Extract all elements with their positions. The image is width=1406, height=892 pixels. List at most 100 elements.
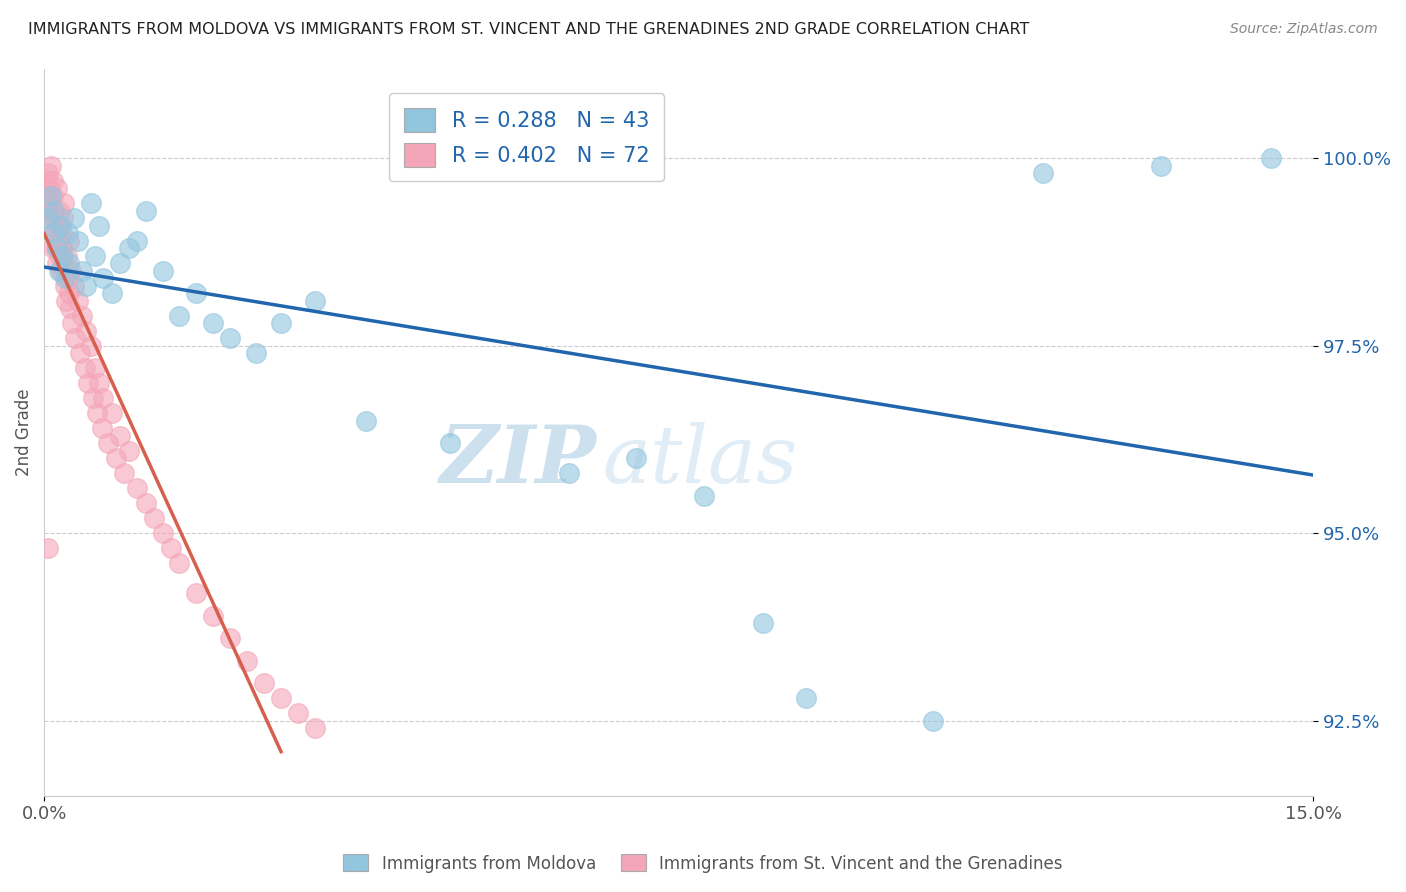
- Point: [48, 264, 70, 278]
- Point: [110, 429, 132, 443]
- Point: [44, 211, 66, 226]
- Point: [439, 436, 461, 450]
- Point: [202, 608, 225, 623]
- Point: [270, 317, 292, 331]
- Point: [160, 541, 183, 556]
- Point: [66, 234, 89, 248]
- Point: [79, 196, 101, 211]
- Point: [186, 586, 208, 600]
- Point: [70, 309, 93, 323]
- Point: [127, 234, 149, 248]
- Point: [60, 317, 83, 331]
- Point: [48, 204, 70, 219]
- Point: [83, 249, 105, 263]
- Point: [53, 271, 76, 285]
- Point: [62, 211, 84, 226]
- Point: [557, 467, 579, 481]
- Point: [91, 271, 114, 285]
- Point: [41, 174, 63, 188]
- Point: [45, 242, 67, 256]
- Point: [245, 346, 267, 360]
- Point: [118, 443, 141, 458]
- Point: [91, 392, 114, 406]
- Point: [101, 406, 124, 420]
- Text: IMMIGRANTS FROM MOLDOVA VS IMMIGRANTS FROM ST. VINCENT AND THE GRENADINES 2ND GR: IMMIGRANTS FROM MOLDOVA VS IMMIGRANTS FR…: [28, 22, 1029, 37]
- Point: [35, 189, 58, 203]
- Point: [626, 451, 648, 466]
- Point: [75, 279, 97, 293]
- Point: [270, 691, 292, 706]
- Point: [86, 406, 108, 420]
- Point: [69, 346, 91, 360]
- Point: [143, 511, 166, 525]
- Point: [87, 376, 110, 391]
- Point: [83, 361, 105, 376]
- Point: [56, 227, 79, 241]
- Point: [693, 489, 716, 503]
- Point: [44, 204, 66, 219]
- Point: [70, 264, 93, 278]
- Point: [77, 376, 100, 391]
- Point: [73, 361, 96, 376]
- Point: [45, 181, 67, 195]
- Point: [921, 714, 943, 728]
- Point: [56, 271, 79, 285]
- Point: [48, 234, 70, 248]
- Point: [42, 189, 65, 203]
- Text: atlas: atlas: [603, 423, 799, 500]
- Point: [82, 392, 104, 406]
- Point: [55, 293, 77, 308]
- Point: [60, 264, 83, 278]
- Point: [37, 204, 59, 219]
- Point: [253, 676, 276, 690]
- Point: [169, 557, 191, 571]
- Point: [1260, 152, 1282, 166]
- Legend: Immigrants from Moldova, Immigrants from St. Vincent and the Grenadines: Immigrants from Moldova, Immigrants from…: [336, 847, 1070, 880]
- Point: [49, 249, 72, 263]
- Point: [45, 256, 67, 270]
- Point: [62, 279, 84, 293]
- Point: [90, 421, 112, 435]
- Point: [118, 242, 141, 256]
- Point: [46, 219, 69, 233]
- Point: [39, 219, 62, 233]
- Point: [49, 227, 72, 241]
- Point: [41, 227, 63, 241]
- Point: [1150, 159, 1173, 173]
- Point: [287, 706, 309, 721]
- Point: [186, 286, 208, 301]
- Point: [52, 256, 75, 270]
- Point: [114, 467, 136, 481]
- Point: [236, 654, 259, 668]
- Point: [53, 196, 76, 211]
- Point: [152, 526, 174, 541]
- Point: [304, 721, 326, 735]
- Point: [39, 196, 62, 211]
- Point: [135, 204, 157, 219]
- Point: [37, 541, 59, 556]
- Point: [110, 256, 132, 270]
- Point: [44, 227, 66, 241]
- Point: [58, 234, 80, 248]
- Point: [219, 331, 242, 345]
- Point: [59, 301, 82, 316]
- Point: [219, 632, 242, 646]
- Point: [127, 481, 149, 495]
- Point: [79, 339, 101, 353]
- Text: Source: ZipAtlas.com: Source: ZipAtlas.com: [1230, 22, 1378, 37]
- Point: [75, 324, 97, 338]
- Legend: R = 0.288   N = 43, R = 0.402   N = 72: R = 0.288 N = 43, R = 0.402 N = 72: [389, 94, 664, 181]
- Point: [37, 211, 59, 226]
- Point: [41, 242, 63, 256]
- Point: [1031, 166, 1053, 180]
- Point: [52, 211, 75, 226]
- Point: [65, 331, 87, 345]
- Point: [202, 317, 225, 331]
- Point: [45, 242, 67, 256]
- Point: [105, 451, 128, 466]
- Point: [101, 286, 124, 301]
- Point: [87, 219, 110, 233]
- Text: ZIP: ZIP: [439, 423, 596, 500]
- Point: [52, 249, 75, 263]
- Point: [152, 264, 174, 278]
